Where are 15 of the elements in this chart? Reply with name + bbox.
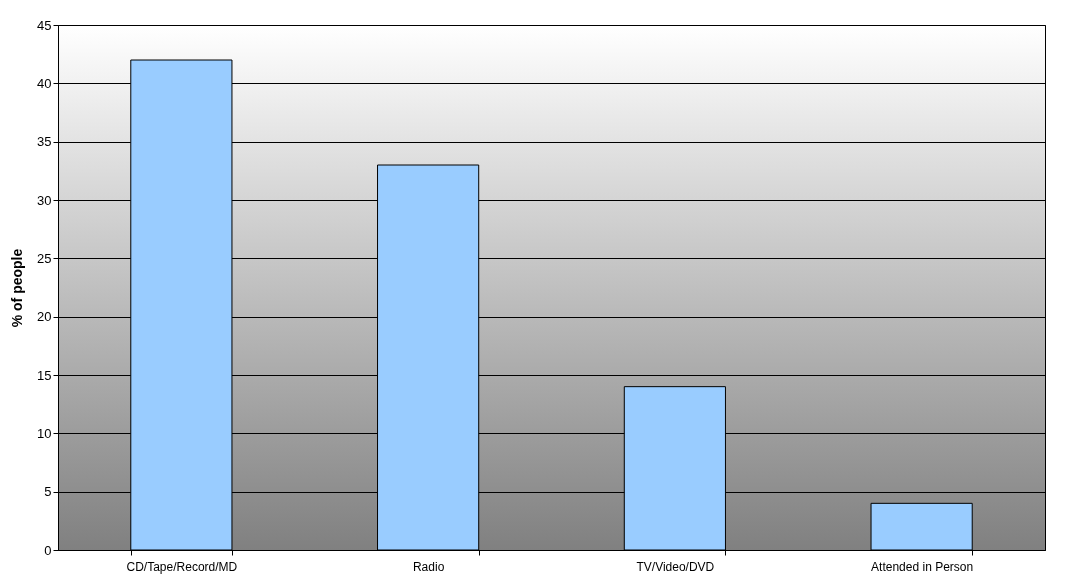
y-tick-label: 30 [37, 192, 52, 208]
y-tick-label: 5 [44, 484, 52, 500]
y-tick-label: 35 [37, 134, 52, 150]
x-tick-label: Attended in Person [871, 559, 974, 574]
y-tick-label: 20 [37, 309, 52, 325]
y-tick-label: 15 [37, 367, 52, 383]
x-tick-label: Radio [412, 559, 445, 574]
y-tick-label: 25 [37, 250, 52, 266]
x-tick-label: CD/Tape/Record/MD [126, 559, 238, 574]
y-tick-label: 40 [37, 75, 52, 91]
y-tick-label: 10 [37, 425, 52, 441]
y-axis-title: % of people [9, 248, 26, 328]
y-tick-label: 45 [37, 17, 52, 33]
y-tick-label: 0 [44, 542, 52, 558]
x-tick-label: TV/Video/DVD [636, 559, 715, 574]
